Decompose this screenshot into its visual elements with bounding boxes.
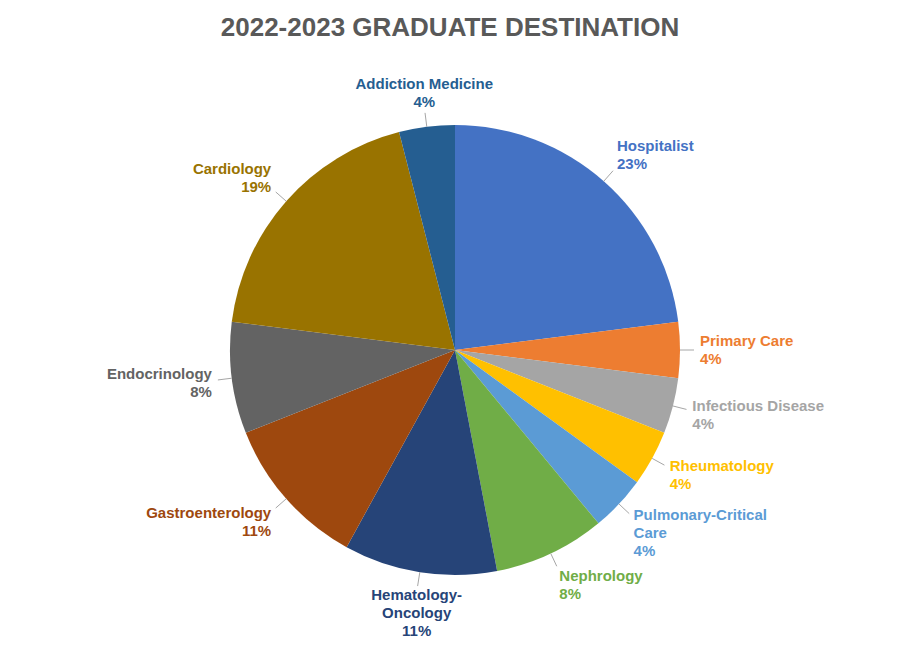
svg-text:Primary Care4%: Primary Care4% (700, 332, 793, 367)
svg-text:Endocrinology8%: Endocrinology8% (107, 365, 213, 400)
svg-text:Pulmonary-CriticalCare4%: Pulmonary-CriticalCare4% (634, 506, 767, 559)
svg-text:Rheumatology4%: Rheumatology4% (670, 457, 775, 492)
svg-text:Nephrology8%: Nephrology8% (559, 567, 643, 602)
svg-text:Infectious Disease4%: Infectious Disease4% (692, 397, 824, 432)
html-text:2022-2023 GRADUATE DESTINATION: 2022-2023 GRADUATE DESTINATION (220, 12, 680, 42)
svg-text:Hematology-Oncology11%: Hematology-Oncology11% (371, 586, 462, 639)
svg-text:Hospitalist23%: Hospitalist23% (617, 137, 694, 172)
svg-text:Cardiology19%: Cardiology19% (193, 160, 272, 195)
svg-text:Addiction Medicine4%: Addiction Medicine4% (356, 75, 494, 110)
svg-text:Gastroenterology11%: Gastroenterology11% (146, 504, 272, 539)
